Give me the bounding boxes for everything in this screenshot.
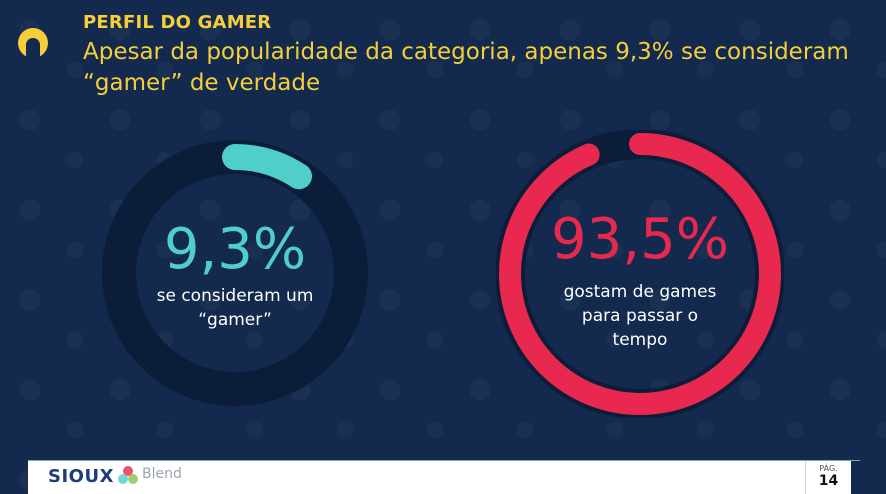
footer-divider bbox=[28, 460, 860, 461]
donut-games-arc bbox=[499, 133, 781, 415]
stat-gamer-value: 9,3% bbox=[163, 217, 307, 282]
stat-gamer-caption: se consideram um “gamer” bbox=[96, 284, 374, 332]
donut-gamer: 9,3% se consideram um “gamer” bbox=[96, 134, 374, 412]
blend-logo-text: Blend bbox=[142, 466, 182, 482]
stat-games-caption-line1: gostam de games bbox=[563, 282, 717, 302]
stat-gamer-caption-line2: “gamer” bbox=[198, 310, 272, 330]
footer: SIOUX Blend bbox=[28, 461, 838, 494]
stat-games-caption-line2: para passar o bbox=[581, 306, 699, 326]
donut-gamer-chart bbox=[102, 140, 368, 406]
page-label: PÁG. bbox=[819, 464, 838, 473]
stat-gamer-caption-line1: se consideram um bbox=[156, 286, 314, 306]
donut-gamer-arc bbox=[106, 144, 364, 402]
page-number: 14 bbox=[818, 473, 839, 489]
blend-logo-icon bbox=[118, 466, 138, 484]
donut-games: 93,5% gostam de games para passar o temp… bbox=[496, 130, 784, 418]
stat-games-value: 93,5% bbox=[551, 207, 729, 272]
section-kicker: PERFIL DO GAMER bbox=[83, 12, 272, 33]
page-title: Apesar da popularidade da categoria, ape… bbox=[83, 39, 849, 96]
stat-games-caption: gostam de games para passar o tempo bbox=[496, 280, 784, 352]
donut-games-chart bbox=[496, 130, 784, 418]
stat-games-caption-line3: tempo bbox=[612, 330, 668, 350]
page-number-box: PÁG. 14 bbox=[805, 461, 851, 494]
brand-logo-icon bbox=[18, 28, 48, 58]
sioux-logo: SIOUX bbox=[48, 466, 114, 487]
